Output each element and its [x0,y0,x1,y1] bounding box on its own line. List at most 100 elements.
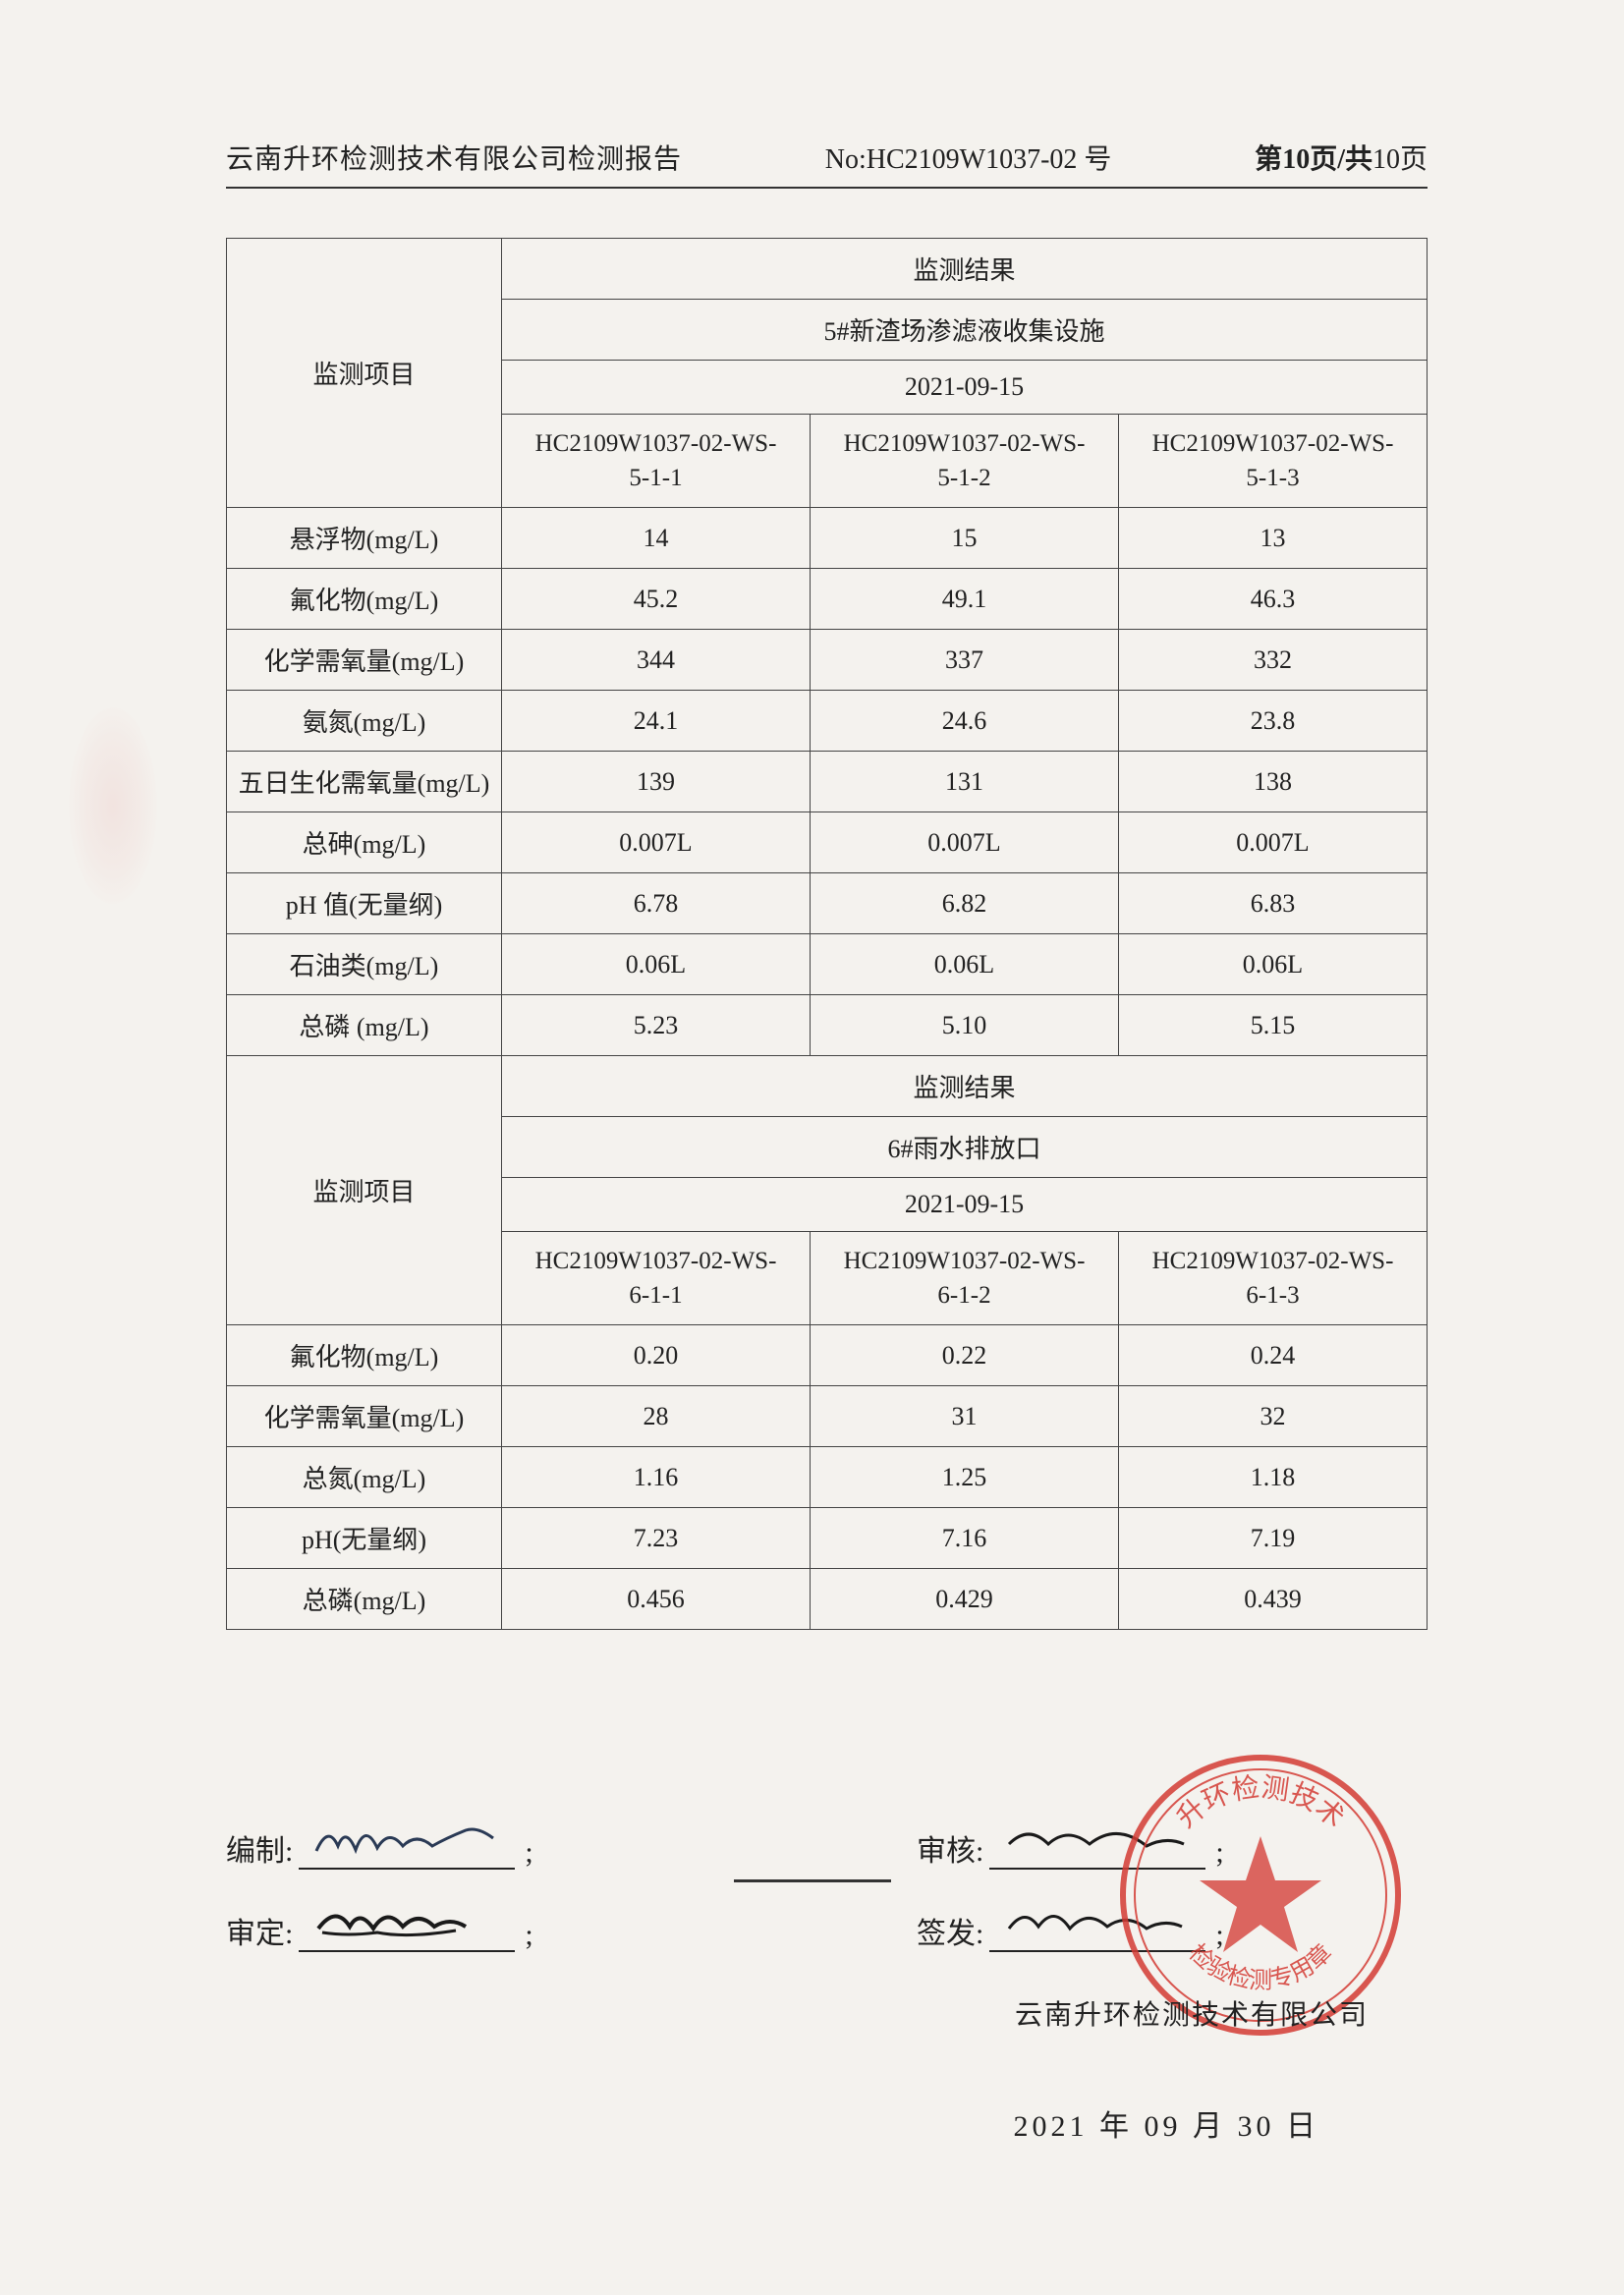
table-row: 化学需氧量(mg/L)344337332 [227,630,1428,691]
table-row: 氟化物(mg/L)45.249.146.3 [227,569,1428,630]
measurement-value: 5.10 [811,995,1119,1056]
result-label-2: 监测结果 [502,1056,1428,1117]
table-row: 总砷(mg/L)0.007L0.007L0.007L [227,812,1428,873]
company-full-name: 云南升环检测技术有限公司 [1015,1993,1369,2033]
table1-rows: 悬浮物(mg/L)141513氟化物(mg/L)45.249.146.3化学需氧… [227,508,1428,1056]
measurement-value: 0.456 [502,1569,811,1630]
issued-by-line [989,1915,1205,1952]
table-row: 总磷(mg/L)0.4560.4290.439 [227,1569,1428,1630]
parameter-name: 化学需氧量(mg/L) [227,1386,502,1447]
measurement-value: 138 [1119,752,1428,812]
measurement-value: 1.25 [811,1447,1119,1508]
reviewed-chk-row: 审 核: ; [917,1826,1428,1870]
table-row: 石油类(mg/L)0.06L0.06L0.06L [227,934,1428,995]
item-label-2: 监测项目 [227,1056,502,1325]
parameter-name: 石油类(mg/L) [227,934,502,995]
parameter-name: 总磷 (mg/L) [227,995,502,1056]
footer-divider [734,1879,891,1882]
measurement-value: 0.06L [1119,934,1428,995]
measurement-value: 46.3 [1119,569,1428,630]
signature-scribble-4 [999,1899,1196,1948]
signature-left-col: 编 制: ; 审 定: ; [226,1826,533,1952]
measurement-value: 6.82 [811,873,1119,934]
measurement-value: 49.1 [811,569,1119,630]
reviewed-chk-label2: 核: [946,1826,983,1870]
parameter-name: 氟化物(mg/L) [227,569,502,630]
item-label-1: 监测项目 [227,239,502,508]
report-no-value: HC2109W1037-02 号 [867,144,1112,175]
semicolon-2: ; [525,1919,532,1952]
measurement-value: 6.78 [502,873,811,934]
measurement-value: 28 [502,1386,811,1447]
signature-right-col: 审 核: ; 签 发: ; [917,1826,1428,1952]
measurement-value: 24.6 [811,691,1119,752]
measurement-value: 13 [1119,508,1428,569]
compiled-by-label2: 制: [255,1826,293,1870]
measurement-value: 5.23 [502,995,811,1056]
reviewed-set-label2: 定: [255,1909,293,1952]
issued-by-label2: 发: [946,1909,983,1952]
measurement-value: 14 [502,508,811,569]
table2-rows: 氟化物(mg/L)0.200.220.24化学需氧量(mg/L)283132总氮… [227,1325,1428,1630]
semicolon-3: ; [1215,1836,1223,1870]
page-total: 10 [1372,144,1400,175]
page-current: 10 [1282,144,1310,175]
measurement-value: 23.8 [1119,691,1428,752]
measurement-value: 0.007L [502,812,811,873]
table-row: 五日生化需氧量(mg/L)139131138 [227,752,1428,812]
parameter-name: 氨氮(mg/L) [227,691,502,752]
table-row: 总氮(mg/L)1.161.251.18 [227,1447,1428,1508]
semicolon-1: ; [525,1836,532,1870]
page-header: 云南升环检测技术有限公司检测报告 No:HC2109W1037-02 号 第10… [226,138,1428,189]
sample-code-2-2: HC2109W1037-02-WS-6-1-2 [811,1232,1119,1325]
parameter-name: 总砷(mg/L) [227,812,502,873]
signature-scribble-1 [308,1817,505,1866]
report-page: 云南升环检测技术有限公司检测报告 No:HC2109W1037-02 号 第10… [0,0,1624,2295]
measurement-value: 31 [811,1386,1119,1447]
page-prefix: 第 [1255,144,1282,175]
sample-code-1-1: HC2109W1037-02-WS-5-1-1 [502,415,811,508]
measurement-value: 45.2 [502,569,811,630]
measurement-value: 0.007L [811,812,1119,873]
svg-text:升环检测技术: 升环检测技术 [1171,1771,1350,1834]
measurement-value: 0.429 [811,1569,1119,1630]
semicolon-4: ; [1215,1919,1223,1952]
report-number: No:HC2109W1037-02 号 [825,138,1112,177]
table-row: 悬浮物(mg/L)141513 [227,508,1428,569]
signature-scribble-2 [308,1899,505,1948]
measurement-value: 5.15 [1119,995,1428,1056]
parameter-name: 悬浮物(mg/L) [227,508,502,569]
sample-code-1-3: HC2109W1037-02-WS-5-1-3 [1119,415,1428,508]
measurement-value: 0.439 [1119,1569,1428,1630]
table-row: 化学需氧量(mg/L)283132 [227,1386,1428,1447]
compiled-by-line [299,1832,515,1870]
reviewed-set-row: 审 定: ; [226,1909,533,1952]
table-row: 氟化物(mg/L)0.200.220.24 [227,1325,1428,1386]
report-no-label: No: [825,144,867,175]
parameter-name: pH 值(无量纲) [227,873,502,934]
parameter-name: 化学需氧量(mg/L) [227,630,502,691]
table-row: 总磷 (mg/L)5.235.105.15 [227,995,1428,1056]
table-row: pH(无量纲)7.237.167.19 [227,1508,1428,1569]
signature-block: 编 制: ; 审 定: ; [226,1826,1428,1952]
results-table: 监测项目 监测结果 5#新渣场渗滤液收集设施 2021-09-15 HC2109… [226,238,1428,1630]
measurement-value: 0.06L [811,934,1119,995]
measurement-value: 7.16 [811,1508,1119,1569]
measurement-value: 0.06L [502,934,811,995]
measurement-value: 0.22 [811,1325,1119,1386]
table-row: 氨氮(mg/L)24.124.623.8 [227,691,1428,752]
parameter-name: 总氮(mg/L) [227,1447,502,1508]
measurement-value: 131 [811,752,1119,812]
sample-code-1-2: HC2109W1037-02-WS-5-1-2 [811,415,1119,508]
measurement-value: 337 [811,630,1119,691]
issued-by-row: 签 发: ; [917,1909,1428,1952]
parameter-name: 总磷(mg/L) [227,1569,502,1630]
scan-artifact [69,707,157,904]
compiled-by-row: 编 制: ; [226,1826,533,1870]
measurement-value: 0.007L [1119,812,1428,873]
measurement-value: 15 [811,508,1119,569]
measurement-value: 0.24 [1119,1325,1428,1386]
measurement-value: 7.23 [502,1508,811,1569]
measurement-value: 7.19 [1119,1508,1428,1569]
measurement-value: 1.16 [502,1447,811,1508]
